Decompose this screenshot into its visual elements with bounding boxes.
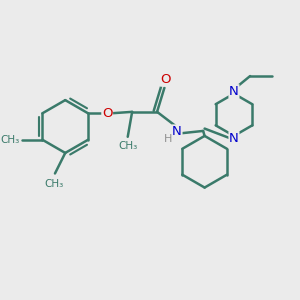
Text: CH₃: CH₃ (118, 141, 137, 151)
Text: N: N (229, 132, 239, 145)
Text: H: H (164, 134, 172, 144)
Text: CH₃: CH₃ (44, 179, 63, 189)
Text: N: N (172, 125, 182, 138)
Text: O: O (102, 107, 112, 120)
Text: CH₃: CH₃ (0, 135, 19, 145)
Text: O: O (160, 73, 171, 86)
Text: N: N (229, 85, 239, 98)
